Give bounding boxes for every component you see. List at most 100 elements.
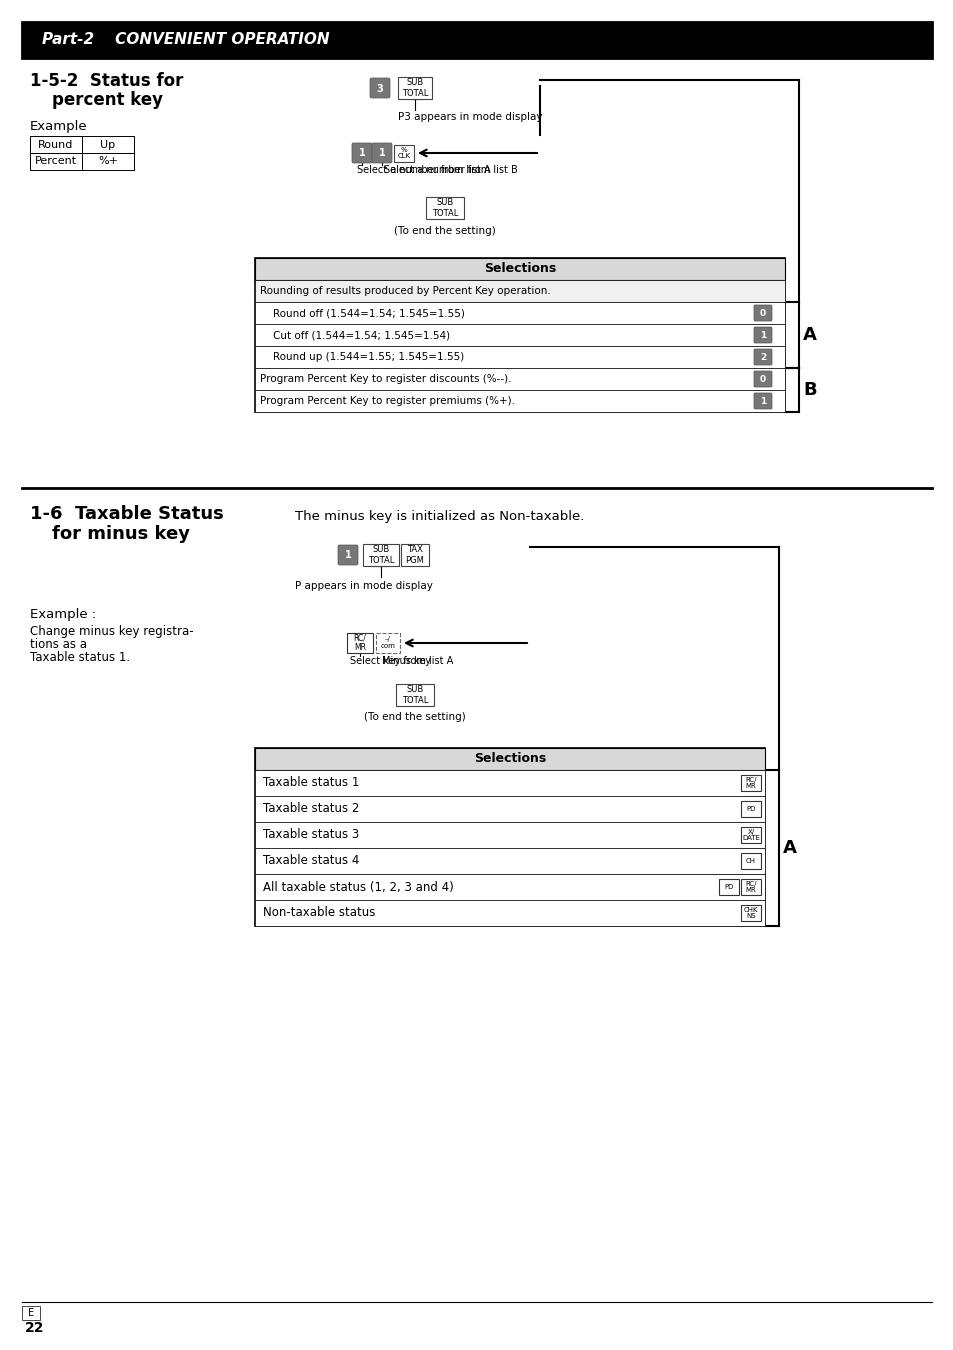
Text: A: A: [802, 325, 816, 344]
Bar: [30, 136, 82, 153]
FancyBboxPatch shape: [337, 545, 357, 566]
Text: Cut off (1.544=1.54; 1.545=1.54): Cut off (1.544=1.54; 1.545=1.54): [260, 329, 450, 340]
Text: Round: Round: [38, 139, 73, 150]
Bar: [254, 748, 764, 770]
FancyBboxPatch shape: [753, 371, 771, 387]
Bar: [254, 769, 764, 796]
Text: Percent: Percent: [35, 157, 77, 166]
Text: 0: 0: [760, 374, 765, 383]
Bar: [254, 390, 784, 412]
FancyBboxPatch shape: [719, 879, 739, 895]
FancyBboxPatch shape: [375, 633, 399, 653]
FancyBboxPatch shape: [363, 544, 398, 566]
Bar: [30, 153, 82, 170]
FancyBboxPatch shape: [740, 853, 760, 869]
Text: RC/
MR: RC/ MR: [354, 633, 366, 652]
Bar: [82, 153, 133, 170]
Text: RC/
MR: RC/ MR: [744, 880, 756, 894]
Text: The minus key is initialized as Non-taxable.: The minus key is initialized as Non-taxa…: [294, 510, 584, 522]
Text: %+: %+: [98, 157, 118, 166]
Bar: [254, 369, 784, 390]
Bar: [82, 136, 133, 153]
Text: Select a number from list B: Select a number from list B: [384, 165, 517, 176]
Text: Select key from list A: Select key from list A: [350, 656, 453, 666]
FancyBboxPatch shape: [740, 879, 760, 895]
Text: Program Percent Key to register discounts (%--).: Program Percent Key to register discount…: [260, 374, 511, 383]
Text: Taxable status 3: Taxable status 3: [263, 829, 359, 841]
Text: Select a number from list A: Select a number from list A: [356, 165, 490, 176]
Bar: [254, 848, 764, 873]
Text: Round up (1.544=1.55; 1.545=1.55): Round up (1.544=1.55; 1.545=1.55): [260, 352, 464, 362]
Text: 1: 1: [760, 331, 765, 339]
Text: PD: PD: [745, 806, 755, 811]
Text: Example: Example: [30, 120, 88, 134]
Bar: [22, 22, 931, 58]
FancyBboxPatch shape: [740, 801, 760, 817]
Bar: [22, 1305, 40, 1320]
Text: Selections: Selections: [474, 752, 545, 765]
Text: PD: PD: [723, 884, 733, 890]
Text: %
CLK: % CLK: [397, 147, 410, 159]
Text: 1: 1: [760, 397, 765, 405]
Text: for minus key: for minus key: [52, 525, 190, 543]
Text: Up: Up: [100, 139, 115, 150]
Text: 1-6  Taxable Status: 1-6 Taxable Status: [30, 505, 224, 522]
Text: SUB
TOTAL: SUB TOTAL: [432, 198, 457, 217]
Text: Example :: Example :: [30, 608, 96, 621]
FancyBboxPatch shape: [426, 197, 463, 219]
Text: Selections: Selections: [483, 262, 556, 275]
Text: (To end the setting): (To end the setting): [364, 711, 465, 722]
Text: Rounding of results produced by Percent Key operation.: Rounding of results produced by Percent …: [260, 286, 550, 296]
Text: 22: 22: [25, 1322, 45, 1335]
Text: Minus key: Minus key: [381, 656, 431, 666]
FancyBboxPatch shape: [372, 143, 392, 163]
Text: CHK
NS: CHK NS: [743, 907, 758, 919]
Text: P3 appears in mode display: P3 appears in mode display: [397, 112, 542, 122]
Text: X/
DATE: X/ DATE: [741, 829, 760, 841]
Text: Round off (1.544=1.54; 1.545=1.55): Round off (1.544=1.54; 1.545=1.55): [260, 308, 464, 319]
Text: SUB
TOTAL: SUB TOTAL: [368, 545, 394, 564]
Text: Program Percent Key to register premiums (%+).: Program Percent Key to register premiums…: [260, 396, 515, 406]
Bar: [254, 302, 784, 324]
Text: B: B: [802, 381, 816, 400]
FancyBboxPatch shape: [395, 684, 434, 706]
Bar: [254, 346, 784, 369]
Bar: [254, 822, 764, 848]
Text: 1: 1: [358, 148, 365, 158]
FancyBboxPatch shape: [753, 393, 771, 409]
FancyBboxPatch shape: [352, 143, 372, 163]
Bar: [254, 258, 784, 412]
Text: Taxable status 2: Taxable status 2: [263, 802, 359, 815]
Text: All taxable status (1, 2, 3 and 4): All taxable status (1, 2, 3 and 4): [263, 880, 454, 894]
Text: RC/
MR: RC/ MR: [744, 776, 756, 790]
Bar: [254, 900, 764, 926]
FancyBboxPatch shape: [753, 350, 771, 365]
Bar: [254, 324, 784, 346]
Text: 0: 0: [760, 309, 765, 317]
Bar: [254, 258, 784, 279]
FancyBboxPatch shape: [740, 775, 760, 791]
FancyBboxPatch shape: [740, 904, 760, 921]
Text: Taxable status 1: Taxable status 1: [263, 776, 359, 790]
Text: Taxable status 4: Taxable status 4: [263, 855, 359, 868]
Text: –/
com: –/ com: [380, 636, 395, 649]
Text: SUB
TOTAL: SUB TOTAL: [401, 78, 428, 97]
FancyBboxPatch shape: [370, 78, 390, 99]
Bar: [254, 279, 784, 302]
Text: TAX
PGM: TAX PGM: [405, 545, 424, 564]
Text: Part-2    CONVENIENT OPERATION: Part-2 CONVENIENT OPERATION: [42, 32, 330, 47]
Text: P appears in mode display: P appears in mode display: [294, 580, 433, 591]
Text: CH: CH: [745, 859, 755, 864]
FancyBboxPatch shape: [347, 633, 373, 653]
FancyBboxPatch shape: [753, 327, 771, 343]
Text: Non-taxable status: Non-taxable status: [263, 906, 375, 919]
Text: 1: 1: [344, 551, 351, 560]
Text: 1-5-2  Status for: 1-5-2 Status for: [30, 72, 183, 90]
Text: E: E: [28, 1308, 34, 1318]
FancyBboxPatch shape: [740, 828, 760, 842]
Text: Taxable status 1.: Taxable status 1.: [30, 651, 130, 664]
Text: A: A: [782, 838, 796, 857]
Text: percent key: percent key: [52, 90, 163, 109]
Text: (To end the setting): (To end the setting): [394, 225, 496, 236]
Bar: [254, 873, 764, 900]
